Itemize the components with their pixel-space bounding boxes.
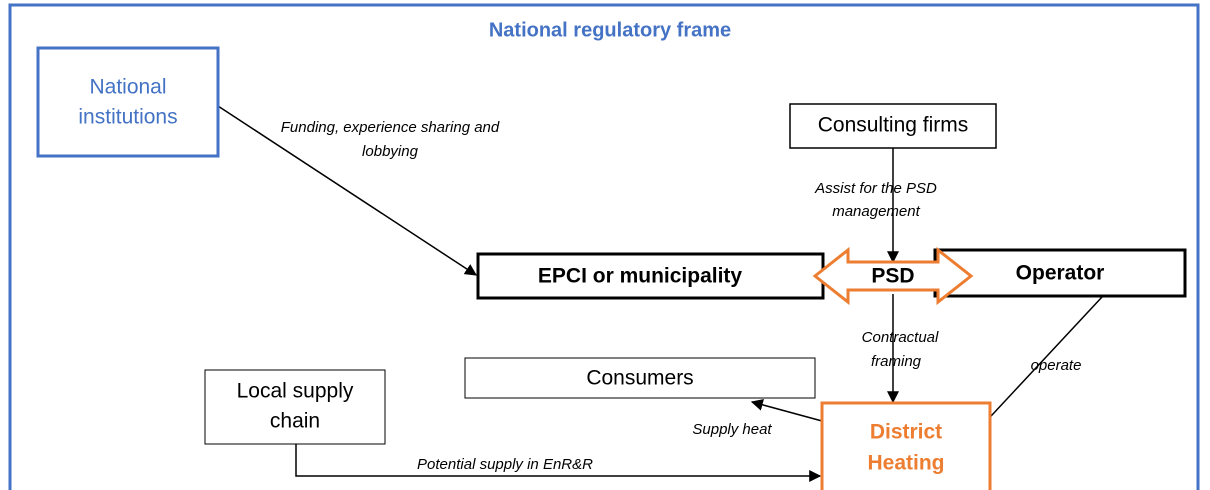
edge-label: Assist for the PSD bbox=[814, 180, 937, 197]
edge-label: Funding, experience sharing and bbox=[281, 119, 500, 136]
edge-label: management bbox=[832, 203, 920, 220]
edge-label: Supply heat bbox=[692, 421, 772, 438]
title: National regulatory frame bbox=[489, 19, 731, 41]
edge-label: operate bbox=[1031, 357, 1082, 374]
frame bbox=[8, 3, 1200, 490]
node-label: institutions bbox=[78, 106, 177, 129]
arrow bbox=[295, 444, 822, 482]
node-box bbox=[464, 357, 816, 399]
node-label: Consulting firms bbox=[818, 114, 969, 137]
node-label: PSD bbox=[871, 265, 914, 288]
psd-arrow bbox=[812, 246, 974, 306]
node-box bbox=[789, 103, 997, 149]
edge-label: Potential supply in EnR&R bbox=[417, 456, 593, 473]
node-box bbox=[933, 248, 1187, 298]
edge-label: Contractual bbox=[862, 329, 939, 346]
arrow bbox=[750, 399, 823, 422]
node-label: Local supply bbox=[237, 380, 354, 403]
edge-label: framing bbox=[871, 353, 922, 370]
node-label: Operator bbox=[1016, 262, 1105, 285]
node-label: Heating bbox=[867, 452, 944, 475]
edge-label: lobbying bbox=[362, 143, 419, 160]
node-box bbox=[820, 401, 992, 490]
node-box bbox=[204, 369, 386, 445]
node-label: EPCI or municipality bbox=[538, 265, 743, 288]
node-label: Consumers bbox=[586, 367, 693, 390]
arrow bbox=[217, 105, 478, 276]
node-label: chain bbox=[270, 410, 320, 433]
node-label: District bbox=[870, 421, 942, 444]
node-label: National bbox=[89, 76, 166, 99]
node-box bbox=[36, 46, 220, 158]
